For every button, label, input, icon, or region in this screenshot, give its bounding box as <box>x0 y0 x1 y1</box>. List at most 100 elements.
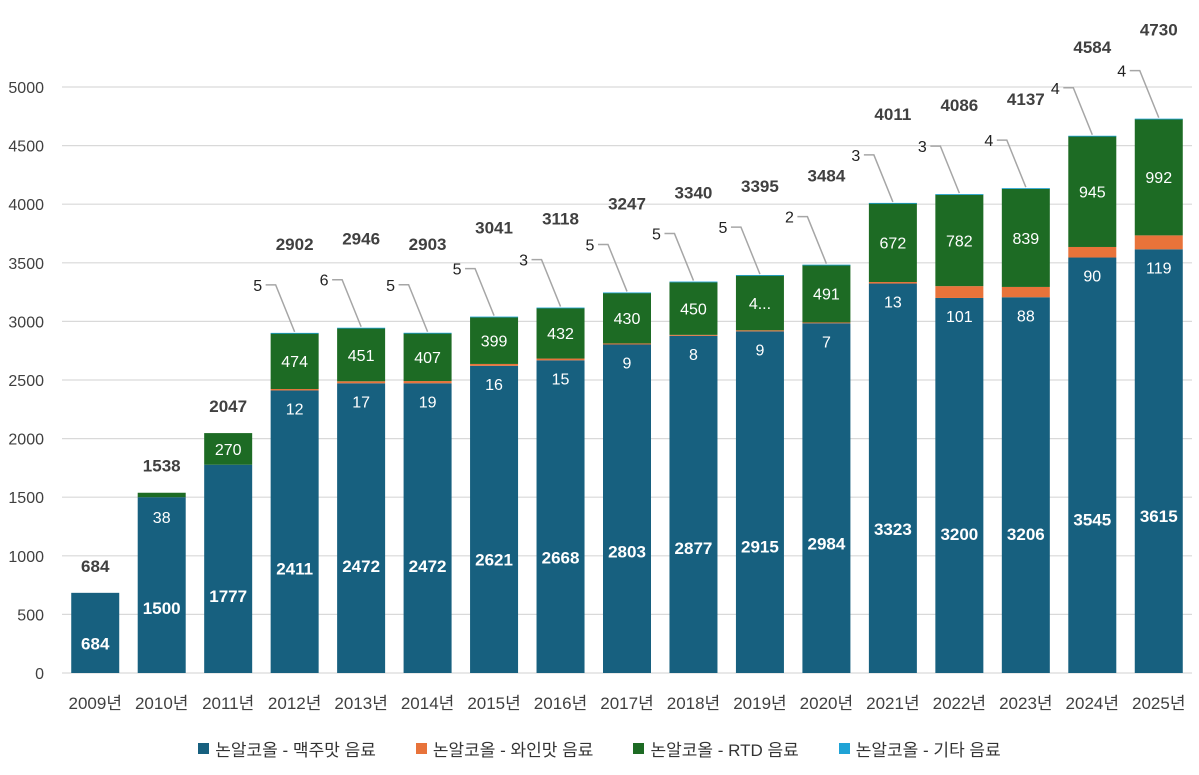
bar-segment <box>337 327 386 329</box>
bar-segment <box>802 264 851 266</box>
leader-line <box>465 267 495 316</box>
bar-segment <box>868 202 917 204</box>
total-label: 3395 <box>741 177 779 196</box>
bar-segment <box>403 332 452 334</box>
data-label: 90 <box>1083 269 1101 286</box>
data-label: 3323 <box>874 520 912 539</box>
total-label: 2047 <box>209 397 247 416</box>
bar-segment <box>470 363 519 366</box>
x-axis-tick-labels: 2009년 2010년 2011년 2012년 2013년 2014년 2015년 2016년… <box>69 694 1186 713</box>
bar-segment <box>1134 118 1183 120</box>
data-label: 38 <box>153 510 171 527</box>
bar-segment <box>603 292 651 294</box>
x-tick-label: 2020년 <box>800 694 853 713</box>
data-label: 2877 <box>675 539 713 558</box>
data-label: 3545 <box>1073 510 1111 529</box>
x-tick-label: 2024년 <box>1066 694 1119 713</box>
bar-segment <box>735 274 784 276</box>
y-tick-label: 2000 <box>8 432 44 449</box>
legend-swatch <box>198 743 210 754</box>
leader-line <box>531 258 562 307</box>
bar-segment <box>802 264 851 323</box>
bar-segment <box>1001 188 1050 287</box>
x-tick-label: 2019년 <box>733 694 786 713</box>
data-label: 5 <box>386 278 395 295</box>
y-tick-label: 4500 <box>8 139 44 156</box>
bar-segment <box>735 331 784 673</box>
total-label: 2903 <box>409 235 447 254</box>
x-tick-label: 2009년 <box>69 694 122 713</box>
data-label: 430 <box>614 311 641 328</box>
total-label: 3118 <box>542 210 579 229</box>
bar-segment <box>802 323 851 673</box>
leader-line <box>332 278 362 328</box>
data-label: 88 <box>1017 308 1035 325</box>
bar-segment <box>868 282 917 284</box>
bar-segment <box>1001 188 1050 189</box>
data-label: 16 <box>485 377 503 394</box>
total-label: 3041 <box>475 219 513 238</box>
data-label: 1777 <box>209 587 247 606</box>
bar-segment <box>603 293 651 344</box>
bar-segment <box>669 334 718 336</box>
bar-segment <box>470 365 519 673</box>
bar-segment <box>669 281 718 283</box>
legend-label: 논알코올 - 와인맛 음료 <box>432 741 594 760</box>
bar-segment <box>669 335 718 673</box>
total-label: 1538 <box>143 457 181 476</box>
bar-segment <box>935 194 984 195</box>
bar-segments <box>71 118 1183 673</box>
bar-segment <box>337 328 386 382</box>
data-label: 1500 <box>143 599 181 618</box>
data-label: 2621 <box>475 550 513 569</box>
data-label: 3 <box>519 253 528 270</box>
stacked-bar-chart: 0 500 1000 1500 2000 2500 3000 3500 4000 4500 5000… <box>8 21 1192 713</box>
leader-line <box>1063 87 1093 136</box>
data-label: 5 <box>718 220 727 237</box>
y-tick-label: 0 <box>35 666 44 683</box>
total-label: 4730 <box>1140 21 1178 40</box>
bar-segment <box>137 497 186 673</box>
data-label: 19 <box>419 394 437 411</box>
data-label: 3200 <box>940 525 978 544</box>
legend-swatch <box>838 743 850 754</box>
legend-item: 논알코올 - 맥주맛 음료 <box>198 736 376 761</box>
x-tick-label: 2013년 <box>334 694 387 713</box>
leader-line <box>398 284 429 333</box>
bar-segment <box>735 275 784 331</box>
bar-segment <box>470 316 519 318</box>
bar-segment <box>935 286 984 298</box>
legend-label: 논알코올 - 기타 음료 <box>855 741 1001 760</box>
data-label: 6 <box>320 273 329 290</box>
legend-swatch <box>633 743 645 754</box>
bar-segment <box>403 381 452 384</box>
total-label: 3340 <box>675 184 713 203</box>
data-label: 450 <box>680 302 707 319</box>
x-tick-label: 2014년 <box>401 694 454 713</box>
total-label: 3247 <box>608 194 646 213</box>
y-tick-label: 4000 <box>8 197 44 214</box>
data-labels: 6846841500381538177727020472411124745290… <box>81 21 1178 654</box>
bar-segment <box>536 358 585 361</box>
x-tick-label: 2016년 <box>534 694 587 713</box>
x-tick-label: 2011년 <box>202 694 254 713</box>
data-label: 4 <box>1051 81 1060 98</box>
total-label: 4086 <box>940 96 978 115</box>
x-tick-label: 2018년 <box>667 694 720 713</box>
data-label: 270 <box>215 442 242 459</box>
data-label: 2984 <box>807 535 845 554</box>
total-label: 3484 <box>807 167 845 186</box>
legend-swatch <box>415 743 427 754</box>
x-tick-label: 2012년 <box>268 694 321 713</box>
x-tick-label: 2015년 <box>467 694 520 713</box>
total-label: 2946 <box>342 230 380 249</box>
y-tick-label: 2500 <box>8 373 44 390</box>
data-label: 399 <box>481 334 508 351</box>
data-label: 2668 <box>542 548 580 567</box>
leader-line <box>730 226 761 275</box>
data-label: 4... <box>749 296 771 313</box>
bar-segment <box>270 389 319 391</box>
bar-segment <box>270 333 319 390</box>
leader-line <box>863 154 894 203</box>
leader-line <box>598 243 628 292</box>
